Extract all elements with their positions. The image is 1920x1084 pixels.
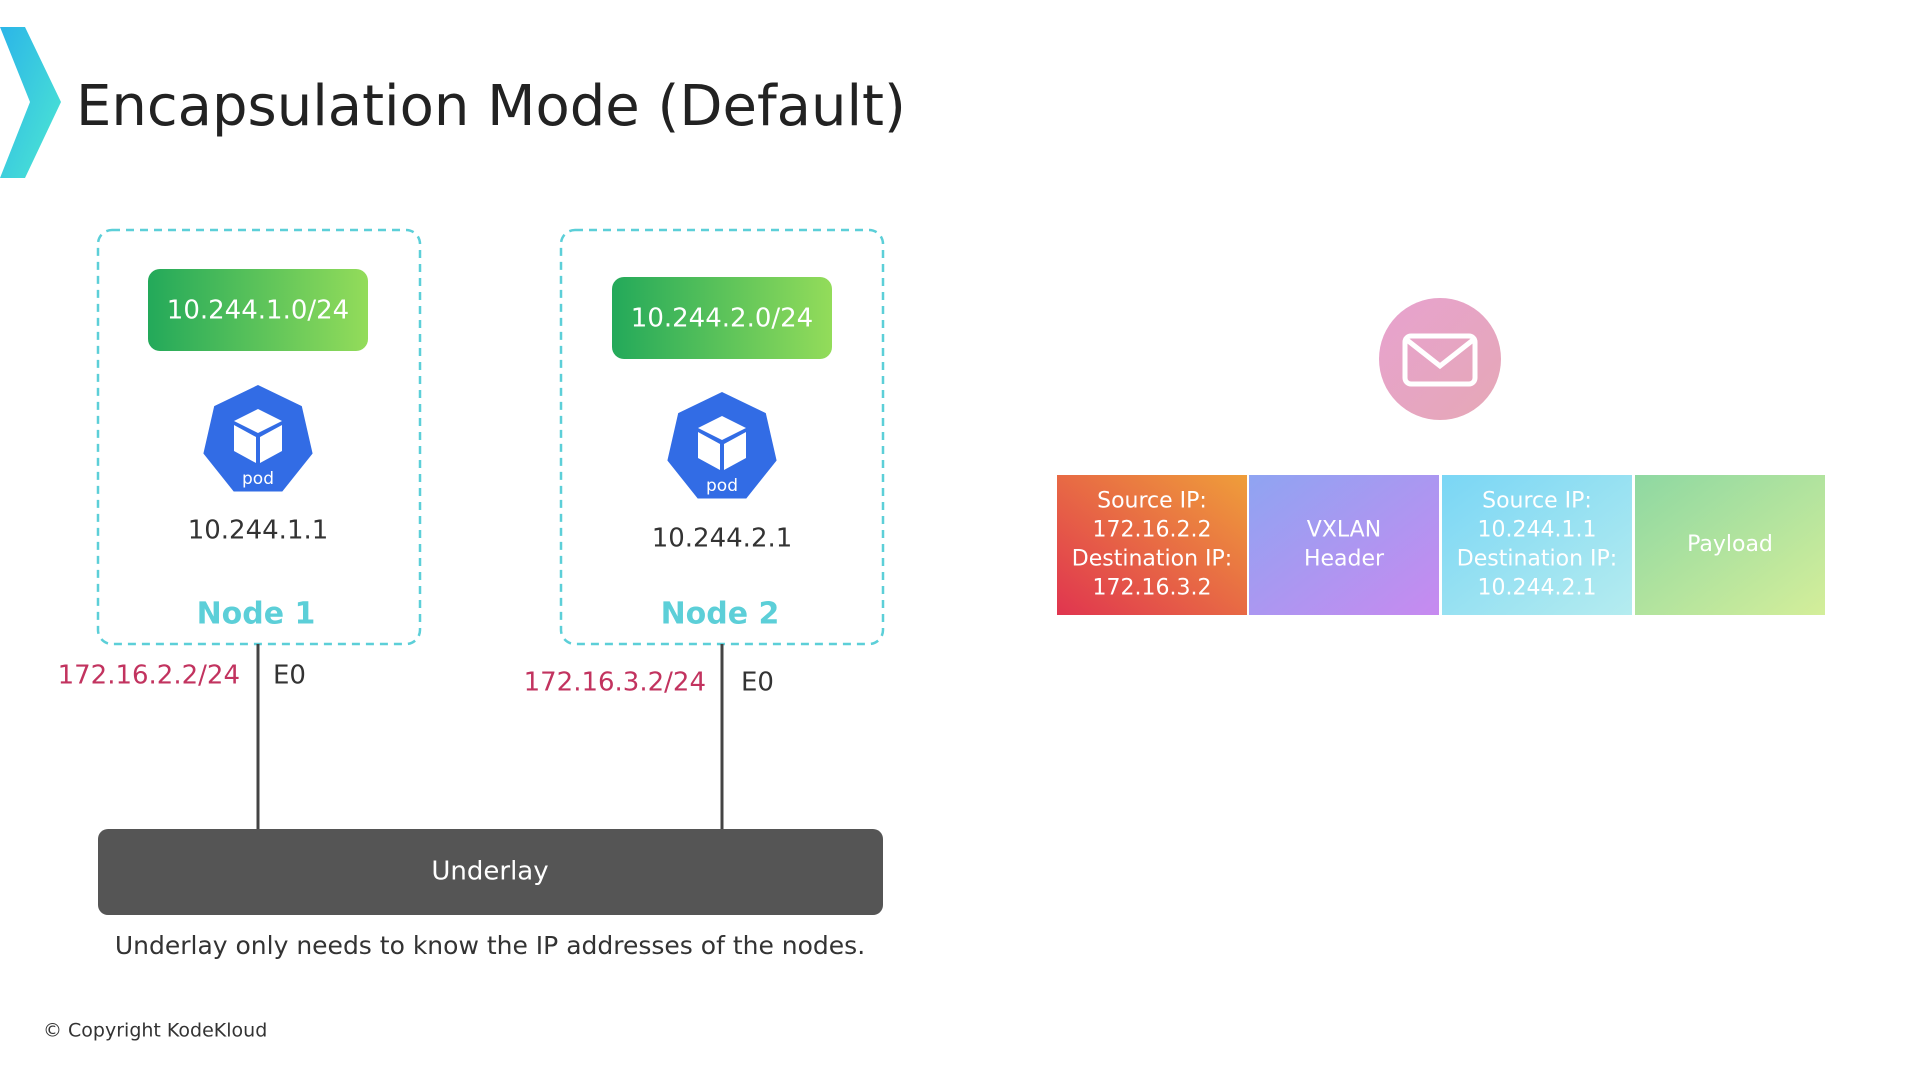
packet-text: 10.244.2.1 (1478, 576, 1597, 601)
packet-segment (1249, 475, 1439, 615)
node-name: Node 2 (661, 597, 780, 632)
packet-text: Destination IP: (1072, 547, 1232, 572)
subnet-pill (148, 269, 368, 351)
packet-text: Destination IP: (1457, 547, 1617, 572)
packet-segment (1635, 475, 1825, 615)
pod-icon (667, 392, 777, 499)
pod-cube-left (234, 425, 256, 463)
pod-label: pod (706, 476, 738, 496)
envelope (1402, 333, 1478, 387)
packet-text: 10.244.1.1 (1478, 518, 1597, 543)
packet-text: Source IP: (1482, 489, 1592, 514)
packet-text: Header (1304, 547, 1385, 572)
pod-ip: 10.244.1.1 (188, 516, 329, 546)
subnet-label: 10.244.2.0/24 (631, 304, 813, 334)
pod-cube-top (698, 416, 746, 440)
subnet-pill (612, 277, 832, 359)
pod-label: pod (242, 469, 274, 489)
chevron (0, 27, 61, 178)
interface-name: E0 (741, 668, 774, 698)
pod-cube-right (724, 432, 746, 470)
packet-text: VXLAN (1307, 518, 1381, 543)
copyright: © Copyright KodeKloud (43, 1020, 267, 1042)
title: Encapsulation Mode (Default) (76, 74, 906, 139)
pod-ip: 10.244.2.1 (652, 524, 793, 554)
nodes: 10.244.1.0/24 pod 10.244.1.1 Node 1 172.16.2… (58, 228, 885, 829)
interface-name: E0 (273, 661, 306, 691)
pod-icon (203, 385, 313, 492)
packet-text: Payload (1687, 532, 1773, 557)
interface-ip: 172.16.3.2/24 (524, 668, 706, 698)
packet-text: 172.16.2.2 (1093, 518, 1212, 543)
pod-cube-left (698, 432, 720, 470)
packet-segment (1057, 475, 1247, 615)
interface-ip: 172.16.2.2/24 (58, 661, 240, 691)
pod-cube-right (260, 425, 282, 463)
packet: Source IP: 172.16.2.2 Destination IP: 172.1… (1057, 475, 1825, 615)
underlay-label: Underlay (431, 857, 548, 887)
packet-text: Source IP: (1097, 489, 1207, 514)
packet-text: 172.16.3.2 (1093, 576, 1212, 601)
packet-segment (1442, 475, 1632, 615)
underlay-bar (98, 829, 883, 915)
node-name: Node 1 (197, 597, 316, 632)
pod-cube-top (234, 409, 282, 433)
underlay-caption: Underlay only needs to know the IP addre… (115, 931, 865, 960)
subnet-label: 10.244.1.0/24 (167, 296, 349, 326)
envelope-icon (1379, 298, 1501, 420)
